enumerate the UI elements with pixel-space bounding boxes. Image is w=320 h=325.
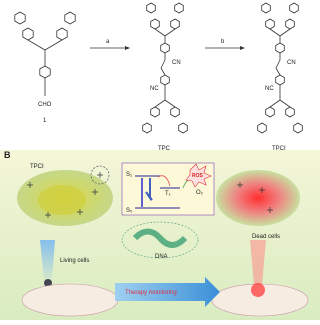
molecule-structures bbox=[14, 2, 303, 134]
star bbox=[27, 182, 33, 188]
state-label: S₁ bbox=[126, 172, 132, 178]
bond bbox=[160, 67, 166, 76]
ring bbox=[170, 18, 180, 30]
bond bbox=[164, 28, 176, 37]
emission-arrow bbox=[145, 178, 153, 202]
tumor-signal bbox=[251, 283, 265, 297]
cell-label: Living cells bbox=[60, 258, 89, 264]
bond bbox=[44, 39, 63, 51]
bond bbox=[275, 59, 281, 69]
ros-label: ROS bbox=[192, 173, 204, 179]
bond bbox=[154, 28, 166, 37]
compound-label: TPCI bbox=[272, 146, 286, 152]
step-label: b bbox=[221, 39, 225, 45]
ring bbox=[265, 18, 275, 30]
step-label: a bbox=[106, 39, 110, 45]
star bbox=[92, 189, 98, 195]
bond bbox=[269, 28, 281, 37]
bond bbox=[275, 67, 281, 76]
compound-label: TPC bbox=[158, 146, 171, 152]
panel-label: B bbox=[4, 150, 11, 160]
dna-circle bbox=[121, 221, 199, 259]
ring bbox=[146, 2, 156, 14]
ring bbox=[64, 11, 76, 25]
state-label: S₀ bbox=[126, 208, 133, 214]
ring bbox=[14, 11, 26, 25]
light-beam bbox=[40, 240, 55, 280]
therapy-arrow bbox=[115, 277, 220, 307]
dna-label: DNA bbox=[155, 254, 168, 260]
mouse bbox=[21, 283, 119, 317]
ring bbox=[160, 74, 170, 86]
cell-label: Dead cells bbox=[252, 234, 280, 240]
ring bbox=[174, 2, 184, 14]
star bbox=[237, 182, 243, 188]
ring bbox=[289, 2, 299, 14]
ros-burst bbox=[185, 163, 212, 188]
bond bbox=[279, 99, 291, 108]
ring bbox=[265, 106, 275, 118]
arrow-label: Therapy monitoring bbox=[125, 290, 177, 296]
ring bbox=[150, 18, 160, 30]
group-label: NC bbox=[265, 86, 274, 92]
ring bbox=[170, 106, 180, 118]
group-label: CN bbox=[287, 60, 296, 66]
star bbox=[259, 187, 265, 193]
dead-cell bbox=[216, 170, 300, 226]
signal-beam bbox=[250, 240, 266, 285]
star bbox=[45, 212, 51, 218]
ring bbox=[293, 122, 303, 134]
probe-stars bbox=[27, 172, 273, 218]
ring bbox=[142, 122, 152, 134]
ring bbox=[285, 18, 295, 30]
bond bbox=[164, 99, 176, 108]
bond bbox=[269, 99, 281, 108]
ring bbox=[275, 42, 285, 54]
compound-label: 1 bbox=[43, 118, 47, 124]
ring bbox=[39, 65, 51, 79]
nucleus bbox=[38, 185, 86, 215]
ring bbox=[160, 42, 170, 54]
bond bbox=[154, 99, 166, 108]
arrowhead bbox=[240, 46, 245, 50]
dna-shape bbox=[132, 228, 188, 248]
star bbox=[97, 172, 103, 178]
ring bbox=[257, 122, 267, 134]
ring bbox=[261, 2, 271, 14]
group-label: NC bbox=[150, 86, 159, 92]
oxygen-label: O₂ bbox=[196, 190, 204, 196]
ring bbox=[22, 27, 34, 41]
bond bbox=[160, 59, 166, 69]
ring bbox=[285, 106, 295, 118]
ring bbox=[275, 74, 285, 86]
bond bbox=[279, 28, 291, 37]
probe-label: TPCI bbox=[30, 164, 44, 170]
ring bbox=[178, 122, 188, 134]
arrowhead bbox=[125, 46, 130, 50]
light-source bbox=[44, 279, 52, 287]
isc-arrow bbox=[157, 175, 171, 187]
ring bbox=[150, 106, 160, 118]
state-label: T₁ bbox=[165, 191, 171, 197]
group-label: CHO bbox=[38, 102, 52, 108]
zoom-circle bbox=[90, 165, 110, 185]
bond bbox=[27, 39, 46, 51]
star bbox=[77, 209, 83, 215]
ring bbox=[56, 27, 68, 41]
star bbox=[267, 207, 273, 213]
group-label: CN bbox=[172, 60, 181, 66]
